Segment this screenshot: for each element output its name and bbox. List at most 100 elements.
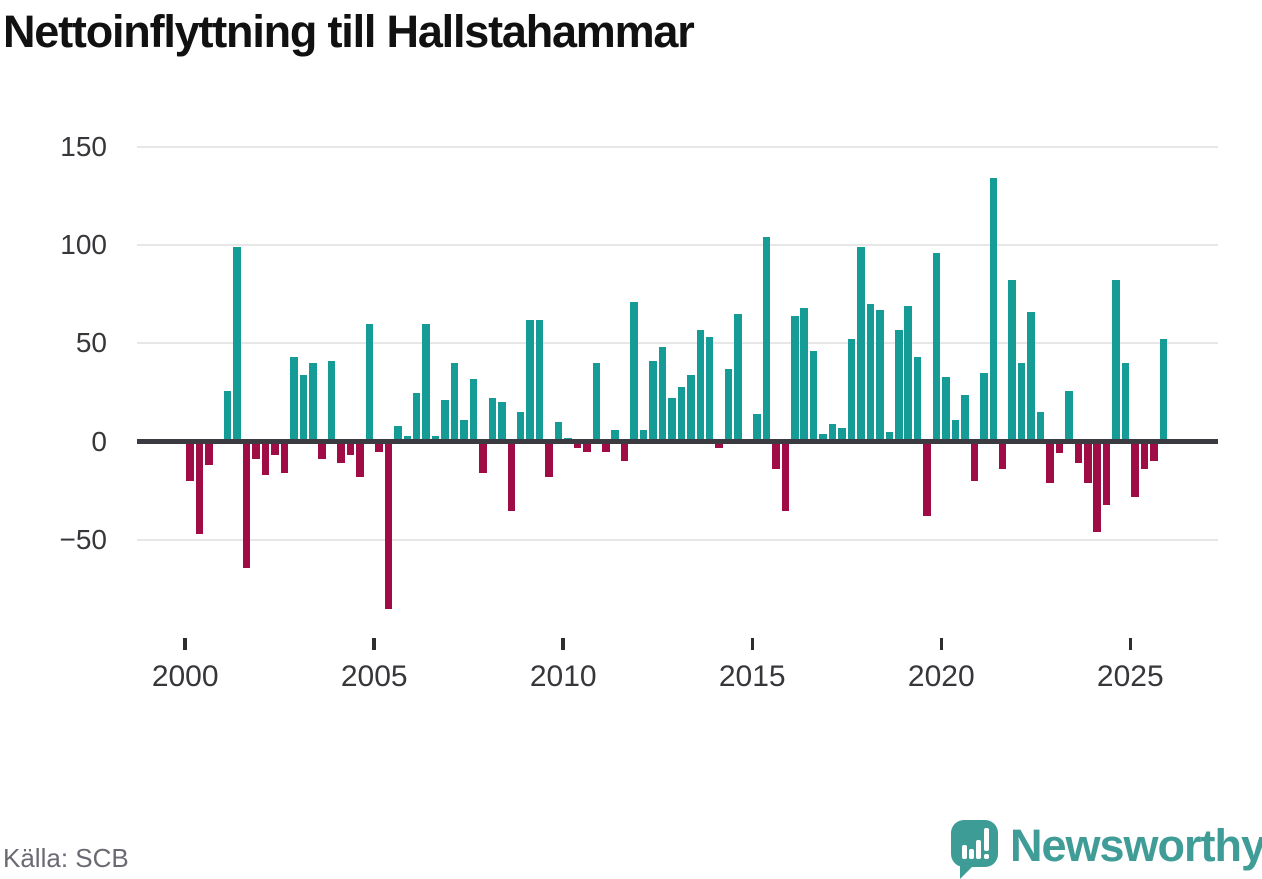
- bar-2022-q2: [1027, 311, 1035, 442]
- bar-2012-q2: [649, 361, 657, 442]
- bar-2009-q2: [535, 319, 544, 442]
- bar-2015-q3: [772, 441, 780, 470]
- bar-2024-q3: [1112, 280, 1120, 442]
- bar-2001-q4: [252, 441, 260, 460]
- logo-exclamation-dot-icon: [984, 854, 989, 859]
- bar-2020-q4: [970, 441, 979, 481]
- bar-2002-q1: [261, 441, 270, 476]
- y-tick-label: −50: [59, 524, 108, 555]
- bar-2017-q2: [838, 427, 846, 442]
- brand-name: Newsworthy: [1010, 820, 1262, 871]
- bar-2012-q1: [639, 429, 648, 442]
- bar-2014-q2: [724, 368, 733, 442]
- bar-2018-q3: [885, 431, 894, 442]
- logo-speech-tail: [960, 864, 975, 879]
- bar-2008-q4: [516, 412, 525, 442]
- bar-2018-q2: [876, 309, 884, 442]
- bar-2008-q3: [507, 441, 515, 511]
- bar-2023-q4: [1084, 441, 1092, 483]
- logo-bar-icon: [962, 845, 967, 859]
- bar-2001-q1: [223, 390, 232, 442]
- x-tick-label: 2000: [151, 660, 219, 693]
- x-tick-mark-2000: [183, 638, 187, 650]
- bar-2019-q3: [923, 441, 931, 517]
- bar-2022-q1: [1017, 363, 1026, 442]
- bar-2018-q4: [895, 329, 903, 442]
- bar-2010-q2: [573, 441, 582, 448]
- bar-2004-q3: [356, 441, 364, 478]
- x-tick-label: 2020: [907, 660, 975, 693]
- gridline--50: [137, 539, 1218, 541]
- bar-2013-q1: [677, 386, 686, 442]
- bar-2020-q3: [961, 394, 969, 442]
- bar-2025-q4: [1159, 339, 1168, 442]
- y-tick-label: 0: [91, 425, 107, 457]
- bar-2013-q4: [705, 337, 714, 442]
- x-tick-mark-2015: [750, 638, 754, 650]
- bar-2011-q4: [630, 302, 638, 442]
- bar-2009-q4: [554, 422, 563, 442]
- bar-2023-q3: [1074, 441, 1083, 464]
- bar-2004-q4: [365, 323, 374, 442]
- bar-2012-q3: [658, 347, 667, 442]
- bar-2013-q2: [687, 374, 695, 442]
- bar-2007-q2: [460, 420, 468, 442]
- bar-2019-q2: [913, 357, 922, 442]
- bar-2020-q2: [951, 420, 960, 442]
- bar-2018-q1: [866, 304, 875, 442]
- bar-2006-q2: [422, 323, 430, 442]
- logo-bar-icon: [969, 849, 974, 859]
- bar-2010-q3: [583, 441, 591, 452]
- bar-2010-q4: [592, 363, 601, 442]
- bar-2021-q3: [998, 441, 1007, 470]
- bar-2021-q2: [989, 178, 997, 442]
- x-tick-mark-2020: [939, 638, 944, 650]
- bar-2003-q1: [299, 374, 308, 442]
- bar-2017-q3: [847, 339, 856, 442]
- bar-2011-q2: [611, 429, 619, 442]
- bar-2004-q1: [337, 441, 345, 464]
- x-axis-zero-line: [137, 439, 1218, 445]
- bar-2006-q1: [412, 392, 421, 442]
- bar-2009-q1: [526, 319, 534, 442]
- bar-2000-q2: [195, 441, 204, 535]
- newsworthy-logo: Newsworthy: [948, 816, 1262, 879]
- bar-2022-q3: [1036, 412, 1045, 442]
- gridline-150: [137, 145, 1218, 148]
- bar-2005-q3: [394, 425, 402, 442]
- bar-2008-q2: [498, 402, 506, 442]
- bar-2016-q4: [819, 433, 827, 442]
- bar-2005-q2: [384, 441, 393, 609]
- y-tick-label: 150: [60, 130, 107, 162]
- bar-2011-q3: [620, 441, 629, 462]
- bar-2017-q4: [857, 247, 865, 442]
- bar-2024-q2: [1102, 441, 1111, 505]
- x-tick-mark-2010: [561, 638, 565, 650]
- bar-2015-q4: [781, 441, 790, 511]
- newsworthy-speech-bubble-icon: [951, 820, 998, 867]
- bar-2022-q4: [1046, 441, 1054, 483]
- bar-2015-q1: [753, 414, 761, 442]
- bar-2016-q1: [791, 315, 799, 442]
- y-tick-label: 50: [75, 327, 107, 359]
- bar-2000-q3: [205, 441, 213, 466]
- bar-2008-q1: [488, 398, 497, 442]
- bar-2012-q4: [668, 398, 676, 442]
- logo-exclamation-icon: [984, 828, 989, 851]
- chart-title: Nettoinflyttning till Hallstahammar: [3, 6, 695, 57]
- bar-2024-q4: [1121, 363, 1130, 442]
- bar-2025-q2: [1140, 441, 1149, 470]
- bar-2016-q3: [809, 351, 818, 442]
- bar-2005-q1: [375, 441, 383, 452]
- source-note: Källa: SCB: [3, 843, 129, 873]
- bar-2019-q1: [904, 306, 912, 442]
- bar-2001-q3: [242, 441, 251, 568]
- bar-2021-q1: [980, 372, 988, 442]
- bar-2024-q1: [1093, 441, 1101, 533]
- bar-2007-q3: [469, 378, 478, 442]
- bar-2014-q3: [734, 313, 742, 442]
- bar-2000-q1: [186, 441, 194, 481]
- gridline-50: [137, 342, 1218, 345]
- x-tick-label: 2015: [718, 660, 786, 693]
- x-tick-label: 2005: [340, 660, 408, 693]
